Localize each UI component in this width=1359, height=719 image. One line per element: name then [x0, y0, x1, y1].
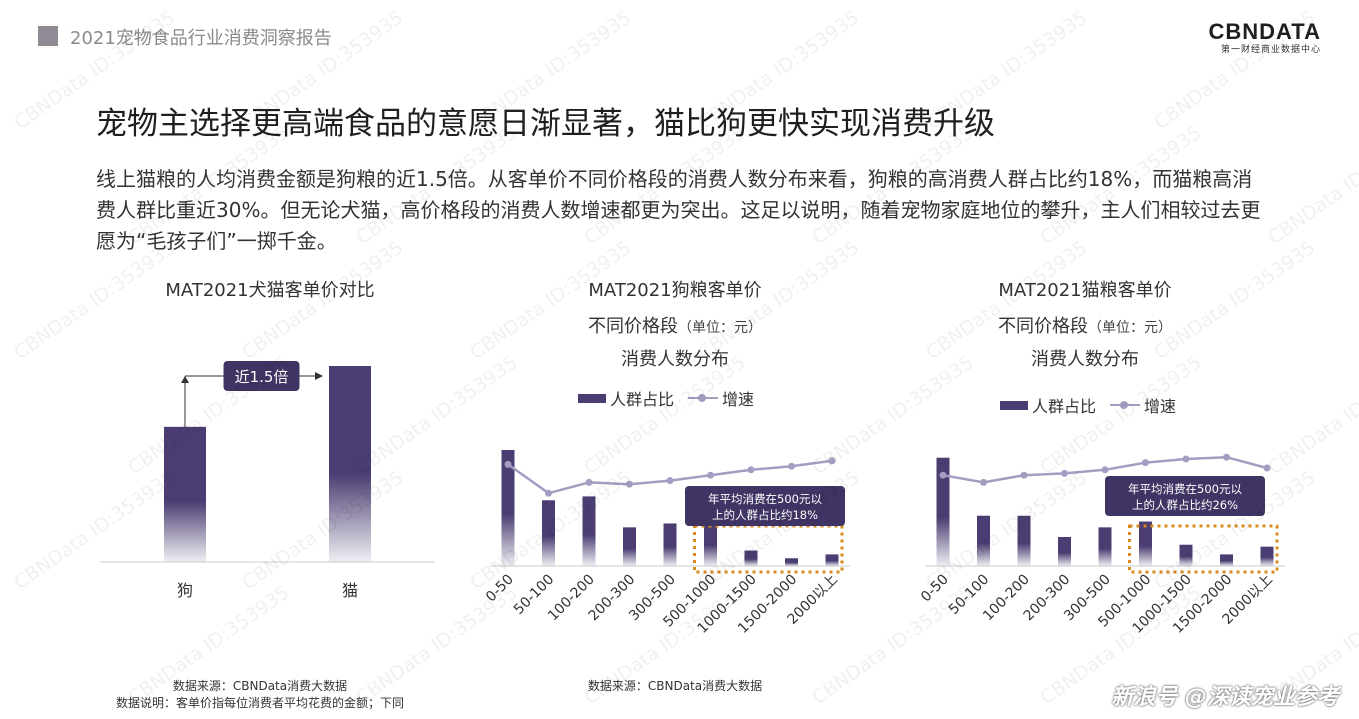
chart1-bar-0: [164, 426, 206, 562]
chart2-bar-0: [501, 450, 515, 566]
chart1-arrow-head-up: [181, 376, 189, 383]
chart1-annotation-box: [223, 361, 300, 391]
chart3-growth-point-7: [1223, 453, 1230, 461]
chart3-plot: 年平均消费在500元以上的人群占比约26%0-5050-100100-20020…: [918, 453, 1285, 637]
chart3-legend: 人群占比 增速: [1000, 393, 1176, 417]
chart2-subtitle-main: 不同价格段: [588, 316, 678, 337]
chart3-growth-point-1: [980, 478, 987, 486]
chart3-callout-line1: 年平均消费在500元以: [1128, 482, 1242, 496]
chart1-note: 数据说明：客单价指每位消费者平均花费的金额；下同: [115, 696, 404, 710]
chart2-source: 数据来源：CBNData消费大数据: [587, 679, 763, 693]
legend-bar-swatch: [1000, 400, 1028, 410]
chart3-bar-0: [936, 457, 950, 566]
chart1-source: 数据来源：CBNData消费大数据: [172, 679, 348, 693]
chart3-bar-5: [1139, 521, 1152, 566]
chart3-growth-point-0: [939, 471, 947, 479]
chart2-subtitle: 不同价格段（单位：元）: [495, 312, 855, 338]
chart3-highlight-box: [1128, 524, 1279, 574]
description-text: 线上猫粮的人均消费金额是狗粮的近1.5倍。从客单价不同价格段的消费人数分布来看，…: [96, 167, 1261, 253]
chart3-growth-point-8: [1263, 464, 1271, 472]
chart2-title: MAT2021狗粮客单价: [588, 280, 762, 301]
legend-line-swatch: [688, 391, 719, 405]
chart1-category-label: 猫: [342, 581, 358, 600]
chart3-bar-3: [1058, 537, 1071, 566]
header-square: [38, 26, 58, 46]
logo-brand: CBNDATA: [1208, 19, 1321, 44]
chart3-subtitle-unit: （单位：元）: [1088, 320, 1172, 336]
page-title: 宠物主选择更高端食品的意愿日渐显著，猫比狗更快实现消费升级: [96, 106, 995, 142]
chart3-subtitle-line3: 消费人数分布: [1031, 349, 1139, 370]
chart1-title: MAT2021犬猫客单价对比: [165, 280, 375, 301]
chart3-subtitle-main: 不同价格段: [998, 316, 1088, 337]
chart2-subtitle-unit: （单位：元）: [678, 320, 762, 336]
chart2-bar-6: [744, 550, 758, 566]
chart2-highlight-box: [693, 524, 844, 574]
chart2-growth-point-5: [707, 471, 714, 479]
chart1-bar-1: [329, 366, 371, 562]
chart1-category-label: 狗: [177, 581, 193, 600]
chart2-growth-point-7: [788, 462, 795, 470]
chart2-growth-point-2: [585, 478, 593, 486]
chart3-growth-point-4: [1101, 466, 1109, 474]
chart3-legend-line-label: 增速: [1144, 397, 1177, 416]
chart2-legend-line-label: 增速: [722, 390, 755, 409]
chart2-growth-point-4: [666, 477, 674, 485]
watermark-text: CBNData ID:353935: [1264, 121, 1359, 249]
chart3-title: MAT2021猫粮客单价: [998, 280, 1172, 301]
chart3-callout-box: [1105, 476, 1265, 516]
chart2-category-label: 0-50: [483, 572, 517, 606]
report-title: 2021宠物食品行业消费洞察报告: [70, 28, 332, 49]
chart3-category-label: 0-50: [918, 572, 952, 606]
logo-subtitle: 第一财经商业数据中心: [1220, 45, 1321, 55]
chart2-bar-1: [542, 500, 555, 566]
chart3-growth-point-2: [1020, 471, 1028, 479]
chart2-growth-point-0: [504, 460, 512, 468]
chart2-callout-line2: 上的人群占比约18%: [712, 508, 818, 522]
chart3-callout-line2: 上的人群占比约26%: [1132, 498, 1238, 512]
chart3-bar-6: [1179, 544, 1193, 566]
chart2-plot: 年平均消费在500元以上的人群占比约18%0-5050-100100-20020…: [483, 450, 850, 637]
chart3-growth-point-3: [1061, 469, 1068, 477]
chart1-plot: 狗 猫 近1.5倍: [100, 361, 435, 600]
chart3-growth-point-6: [1182, 455, 1190, 463]
chart2-bar-8: [825, 554, 839, 566]
chart2-callout-line1: 年平均消费在500元以: [708, 492, 822, 506]
chart2-legend: 人群占比 增速: [578, 386, 754, 410]
chart2-growth-point-6: [747, 466, 755, 474]
legend-bar-swatch: [578, 393, 606, 403]
chart2-bar-5: [704, 519, 717, 566]
chart3-subtitle: 不同价格段（单位：元）: [905, 312, 1265, 338]
chart2-growth-point-1: [545, 489, 552, 497]
chart3-bar-8: [1260, 546, 1274, 566]
chart2-callout-box: [685, 486, 845, 526]
corner-mark: 新浪号 @深读宠业参考: [1111, 685, 1339, 710]
chart2-subtitle-line3: 消费人数分布: [621, 349, 729, 370]
chart3-legend-bar-label: 人群占比: [1032, 397, 1097, 416]
legend-line-swatch: [1110, 398, 1141, 412]
chart1-source-block: 数据来源：CBNData消费大数据 数据说明：客单价指每位消费者平均花费的金额；…: [80, 678, 440, 712]
chart3-growth-point-5: [1142, 459, 1149, 467]
logo: CBNDATA 第一财经商业数据中心: [1209, 20, 1322, 56]
chart2-bar-7: [785, 558, 798, 566]
chart3-bar-2: [1017, 515, 1031, 566]
chart1-annotation-label: 近1.5倍: [235, 368, 289, 386]
chart3-bar-1: [977, 515, 990, 566]
chart2-bar-2: [582, 496, 596, 566]
chart3-bar-7: [1220, 554, 1233, 566]
chart2-bar-3: [623, 527, 636, 566]
chart3-bar-4: [1098, 527, 1112, 566]
chart2-growth-point-8: [828, 457, 836, 465]
chart2-growth-point-3: [626, 480, 633, 488]
chart1-arrow-head-right: [315, 372, 323, 380]
chart2-legend-bar-label: 人群占比: [610, 390, 675, 409]
chart2-bar-4: [663, 523, 677, 566]
